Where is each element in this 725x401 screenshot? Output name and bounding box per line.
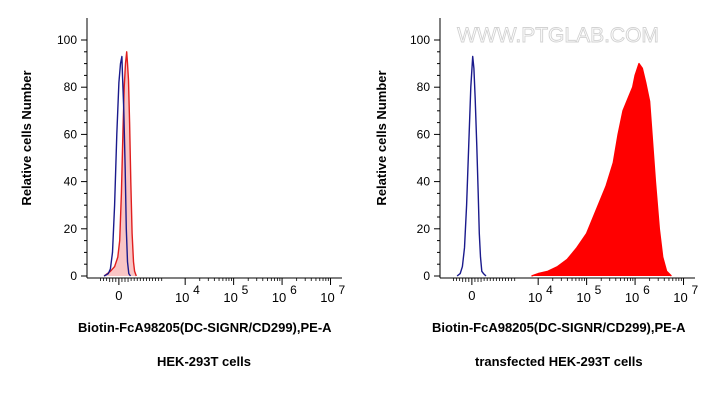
histogram-panel-hek293t: 0 20 40 60 80 100 0 10 4 10 5 10 6 10 7 Relative cells … [19, 18, 346, 305]
y-tick-label: 100 [410, 33, 430, 47]
histogram-sample-line [103, 51, 137, 277]
histogram-sample-line [531, 62, 672, 277]
histogram-sample-fill [104, 51, 137, 276]
x-tick-label: 10 [528, 290, 542, 305]
y-tick-label: 0 [70, 269, 77, 283]
y-axis-label: Relative cells Number [19, 70, 34, 205]
histogram-sample-fill [531, 63, 672, 276]
x-tick-label: 10 [625, 290, 639, 305]
y-tick-label: 60 [417, 127, 431, 141]
y-axis-label: Relative cells Number [374, 70, 389, 205]
x-tick-label: 0 [115, 288, 122, 303]
watermark: WWW.PTGLAB.COM [457, 24, 659, 47]
y-tick-label: 40 [417, 175, 431, 189]
x-tick-label: 0 [468, 288, 475, 303]
histogram-control-line [103, 55, 132, 277]
y-tick-label: 20 [417, 222, 431, 236]
x-tick-exponent: 4 [193, 283, 200, 297]
x-tick-exponent: 6 [643, 283, 650, 297]
x-tick-label: 10 [320, 290, 334, 305]
histogram-panel-transfected: 0 20 40 60 80 100 0 10 4 10 5 10 6 10 7 Relative cells … [374, 18, 699, 305]
x-tick-exponent: 5 [595, 283, 602, 297]
caption-left: HEK-293T cells [157, 354, 251, 369]
y-tick-label: 100 [57, 33, 77, 47]
y-tick-label: 40 [64, 175, 78, 189]
x-tick-label: 10 [576, 290, 590, 305]
x-tick-label: 10 [175, 290, 189, 305]
x-axis-label-left: Biotin-FcA98205(DC-SIGNR/CD299),PE-A [78, 320, 332, 335]
x-tick-label: 10 [272, 290, 286, 305]
y-tick-label: 80 [417, 80, 431, 94]
x-axis-label-right: Biotin-FcA98205(DC-SIGNR/CD299),PE-A [432, 320, 686, 335]
x-tick-exponent: 4 [546, 283, 553, 297]
y-tick-label: 80 [64, 80, 78, 94]
x-tick-exponent: 7 [692, 283, 699, 297]
y-tick-label: 60 [64, 127, 78, 141]
x-tick-exponent: 6 [290, 283, 297, 297]
x-tick-label: 10 [223, 290, 237, 305]
x-tick-exponent: 7 [339, 283, 346, 297]
x-tick-exponent: 5 [242, 283, 249, 297]
y-tick-label: 0 [423, 269, 430, 283]
caption-right: transfected HEK-293T cells [475, 354, 643, 369]
y-tick-label: 20 [64, 222, 78, 236]
x-tick-label: 10 [673, 290, 687, 305]
histogram-control-line [456, 55, 487, 277]
